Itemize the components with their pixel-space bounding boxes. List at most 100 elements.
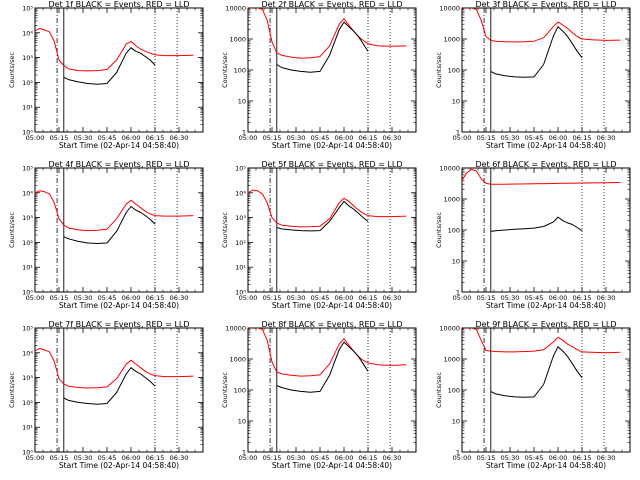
y-tick-label: 1000 [443,196,460,204]
y-tick-label: 1000 [443,356,460,364]
y-tick-label: 10² [235,239,246,247]
x-tick-label: 06:00 [335,294,354,302]
series-red-lld [462,328,621,354]
x-tick-label: 06:00 [122,294,141,302]
x-axis-label: Start Time (02-Apr-14 04:58:40) [486,461,606,470]
x-tick-label: 05:30 [287,294,306,302]
panel-title: Det 7f BLACK = Events, RED = LLD [48,320,189,329]
y-tick-label: 10 [238,98,246,106]
y-tick-label: 10 [238,418,246,426]
x-axis-label: Start Time (02-Apr-14 04:58:40) [272,461,392,470]
y-axis-label: Counts/sec [221,372,229,408]
x-tick-label: 06:00 [549,454,568,462]
y-tick-label: 1000 [443,36,460,44]
x-tick-label: 05:00 [239,134,258,142]
series-black-events [63,47,156,85]
y-tick-label: 10 [452,98,460,106]
x-tick-label: 05:30 [74,294,93,302]
plot-frame [34,7,204,133]
detector-panel-2: Det 2f BLACK = Events, RED = LLD 1 10 100 10… [221,0,417,150]
y-tick-label: 1 [456,449,460,457]
x-tick-label: 05:15 [50,454,69,462]
x-tick-label: 06:30 [597,454,616,462]
panel-title: Det 3f BLACK = Events, RED = LLD [475,0,616,9]
x-axis-label: Start Time (02-Apr-14 04:58:40) [272,301,392,310]
y-tick-label: 10 [452,258,460,266]
x-tick-label: 06:00 [335,134,354,142]
x-tick-label: 05:30 [74,454,93,462]
series-red-lld [35,27,194,72]
x-tick-label: 05:45 [98,134,117,142]
detector-panel-5: Det 5f BLACK = Events, RED = LLD 10⁰ 10¹ 10… [221,160,417,310]
series-black-events [63,367,156,405]
y-tick-label: 10000 [225,325,246,333]
x-tick-label: 06:30 [383,294,402,302]
series-red-lld [462,168,621,185]
x-tick-label: 06:15 [359,454,378,462]
x-tick-label: 06:15 [146,294,165,302]
plot-frame [461,327,631,453]
x-axis-label: Start Time (02-Apr-14 04:58:40) [486,301,606,310]
x-axis-label: Start Time (02-Apr-14 04:58:40) [59,461,179,470]
series-red-lld [35,190,194,232]
series-black-events [276,200,369,232]
x-tick-label: 05:45 [98,294,117,302]
series-red-lld [35,347,194,389]
x-tick-label: 05:45 [525,294,544,302]
x-tick-label: 05:15 [477,454,496,462]
y-tick-label: 10³ [22,54,33,62]
panel-title: Det 4f BLACK = Events, RED = LLD [48,160,189,169]
series-black-events [276,341,369,393]
y-tick-label: 10⁰ [22,289,33,297]
plot-frame [34,327,204,453]
y-tick-label: 10¹ [22,104,33,112]
plot-frame [461,167,631,293]
y-tick-label: 10⁰ [22,449,33,457]
plot-frame [34,167,204,293]
x-tick-label: 05:00 [239,454,258,462]
y-axis-label: Counts/sec [435,52,443,88]
x-tick-label: 05:45 [311,454,330,462]
y-tick-label: 10⁴ [22,349,33,357]
y-tick-label: 10⁵ [22,165,33,173]
panel-title: Det 5f BLACK = Events, RED = LLD [261,160,402,169]
series-black-events [490,26,583,78]
y-tick-label: 10000 [225,5,246,13]
x-tick-label: 06:30 [383,134,402,142]
y-tick-label: 100 [448,387,460,395]
series-black-events [490,216,583,232]
x-tick-label: 05:15 [263,454,282,462]
x-tick-label: 05:30 [501,294,520,302]
y-axis-label: Counts/sec [435,212,443,248]
x-tick-label: 06:15 [573,134,592,142]
y-tick-label: 10³ [22,374,33,382]
y-axis-label: Counts/sec [8,212,16,248]
x-tick-label: 05:45 [311,134,330,142]
panel-title: Det 9f BLACK = Events, RED = LLD [475,320,616,329]
plot-frame [247,167,417,293]
x-tick-label: 06:00 [335,454,354,462]
x-tick-label: 05:00 [453,454,472,462]
x-tick-label: 05:45 [525,454,544,462]
y-tick-label: 10¹ [22,424,33,432]
x-tick-label: 06:00 [122,454,141,462]
detector-panel-1: Det 1f BLACK = Events, RED = LLD 10⁰ 10¹ 10… [8,0,204,150]
y-tick-label: 10 [452,418,460,426]
y-tick-label: 1 [242,129,246,137]
y-tick-label: 10² [22,399,33,407]
plot-frame [247,7,417,133]
y-tick-label: 10⁵ [22,325,33,333]
x-tick-label: 06:15 [146,134,165,142]
x-tick-label: 06:15 [573,294,592,302]
x-tick-label: 05:45 [98,454,117,462]
x-tick-label: 05:45 [311,294,330,302]
y-axis-label: Counts/sec [8,372,16,408]
panel-title: Det 2f BLACK = Events, RED = LLD [261,0,402,9]
x-tick-label: 06:30 [170,294,189,302]
panel-title: Det 6f BLACK = Events, RED = LLD [475,160,616,169]
x-tick-label: 05:15 [263,134,282,142]
x-tick-label: 06:15 [359,134,378,142]
x-axis-label: Start Time (02-Apr-14 04:58:40) [272,141,392,150]
y-tick-label: 10⁵ [235,165,246,173]
y-tick-label: 10⁴ [22,29,33,37]
